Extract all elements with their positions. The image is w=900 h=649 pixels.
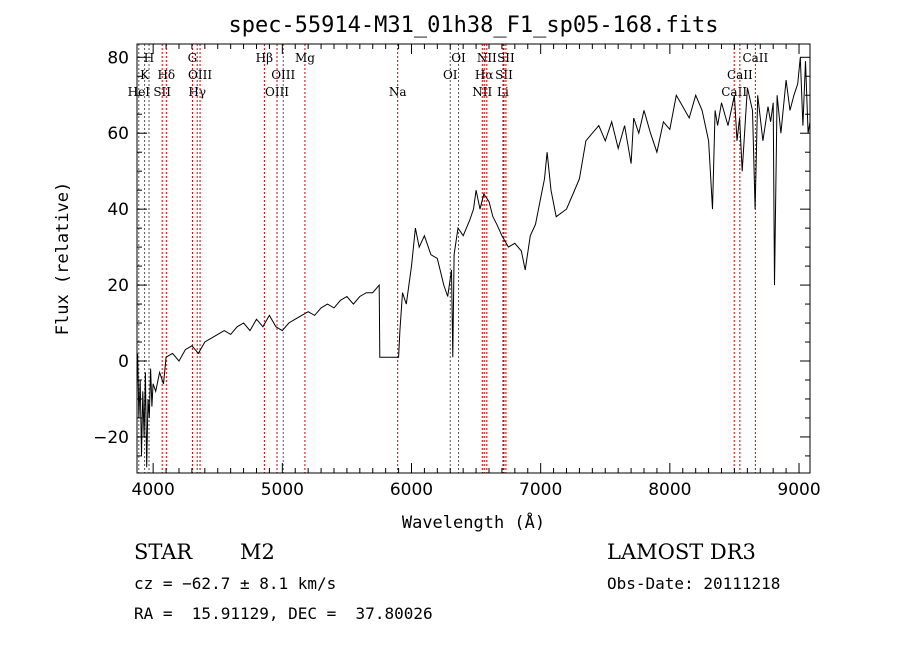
line-label-8: Hβ (256, 51, 273, 65)
redshift-text: cz = −62.7 ± 8.1 km/s (134, 574, 337, 593)
x-tick-label: 4000 (132, 480, 175, 500)
line-label-11: Mg (295, 51, 315, 65)
line-label-21: CaII (721, 85, 747, 99)
line-label-12: Na (389, 85, 407, 99)
line-label-16: Hα (475, 68, 494, 82)
line-label-19: SII (495, 68, 513, 82)
y-tick-label: 0 (118, 352, 129, 372)
chart-title: spec-55914-M31_01h38_F1_sp05-168.fits (228, 13, 718, 38)
spectrum-line (137, 57, 811, 468)
line-label-10: OIII (271, 68, 295, 82)
y-tick-label: 40 (107, 200, 129, 220)
y-tick-label: 80 (107, 48, 129, 68)
x-axis-label: Wavelength (Å) (402, 511, 545, 533)
line-label-13: OI (443, 68, 458, 82)
survey-name: LAMOST DR3 (607, 540, 756, 564)
line-label-9: OIII (265, 85, 289, 99)
line-label-4: Hδ (157, 68, 175, 82)
y-axis-label: Flux (relative) (53, 182, 73, 336)
x-tick-label: 6000 (390, 480, 433, 500)
line-label-6: Hγ (188, 85, 206, 99)
line-label-22: CaII (727, 68, 753, 82)
x-tick-label: 5000 (261, 480, 304, 500)
y-tick-label: 20 (107, 276, 129, 296)
line-label-3: SII (153, 85, 171, 99)
y-tick-label: −20 (93, 428, 129, 448)
line-label-18: Li (497, 85, 509, 99)
object-class: STAR (134, 540, 193, 564)
line-label-0: K (140, 68, 150, 82)
line-label-7: OIII (188, 68, 212, 82)
line-label-5: G (188, 51, 198, 65)
x-tick-label: 7000 (519, 480, 562, 500)
line-label-14: OI (451, 51, 466, 65)
obs-date: Obs-Date: 20111218 (607, 574, 781, 593)
line-label-15: NII (472, 85, 492, 99)
line-label-20: SII (497, 51, 515, 65)
line-label-23: CaII (742, 51, 768, 65)
x-tick-label: 8000 (648, 480, 691, 500)
x-tick-label: 9000 (777, 480, 820, 500)
object-subclass: M2 (240, 540, 275, 564)
line-label-1: H (144, 51, 154, 65)
line-label-2: HeI (128, 85, 151, 99)
plot-frame (136, 43, 811, 474)
coordinates-text: RA = 15.91129, DEC = 37.80026 (134, 604, 433, 623)
y-tick-label: 60 (107, 124, 129, 144)
line-label-17: NII (477, 51, 497, 65)
